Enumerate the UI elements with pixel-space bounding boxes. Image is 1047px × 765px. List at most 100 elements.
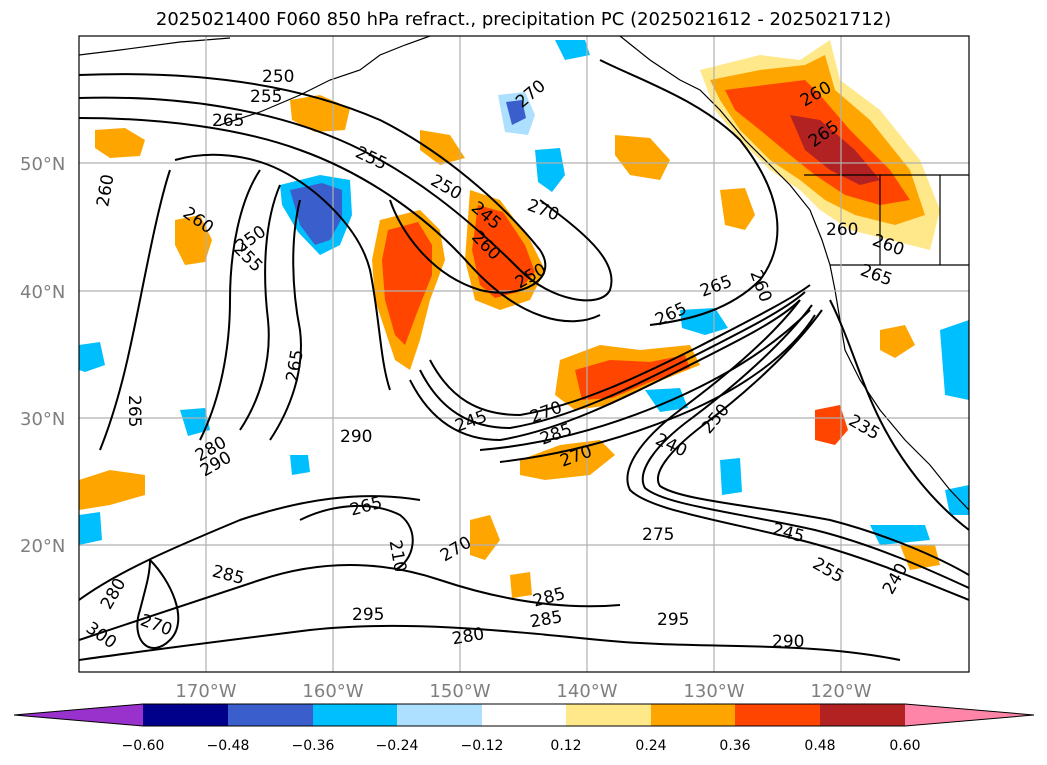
contour-jet-2 — [419, 291, 806, 430]
precip-pos-small-7 — [79, 470, 145, 510]
colorbar-tick-8: 0.48 — [804, 738, 835, 754]
precip-pos-small-4 — [615, 135, 670, 180]
colorbar-tick-1: −0.48 — [207, 738, 250, 754]
precip-neg-14 — [290, 455, 310, 475]
precip-pos-small-12 — [510, 572, 532, 598]
contour-south-1 — [626, 299, 969, 601]
contour-arc-1 — [599, 59, 779, 326]
precip-pos-small-11 — [900, 545, 940, 570]
colorbar-segment-9 — [820, 704, 905, 726]
colorbar-segment-2 — [228, 704, 313, 726]
precip-pos-small-5 — [720, 188, 755, 230]
colorbar-segment-6 — [566, 704, 651, 726]
lon-label-160w: 160°W — [302, 681, 363, 702]
contour-loop-1 — [136, 559, 180, 650]
precip-neg-8 — [645, 388, 688, 412]
clabel-16: 260 — [826, 220, 858, 240]
colorbar-extend-high — [905, 704, 1034, 726]
clabel-2: 265 — [212, 111, 244, 131]
precip-pos-central-2 — [382, 222, 432, 345]
lat-label-30: 30°N — [20, 409, 65, 430]
precip-neg-1b — [290, 183, 342, 245]
colorbar-tick-6: 0.24 — [635, 738, 666, 754]
clabel-44: 295 — [657, 610, 689, 630]
precip-neg-10 — [870, 525, 930, 545]
lon-label-170w: 170°W — [175, 681, 236, 702]
longitude-labels: 170°W 160°W 150°W 140°W 130°W 120°W — [175, 681, 871, 702]
colorbar-segment-8 — [735, 704, 820, 726]
coastlines — [79, 36, 969, 511]
precip-neg-7 — [680, 308, 728, 335]
colorbar-segment-4 — [397, 704, 482, 726]
clabel-20: 265 — [124, 395, 144, 427]
contour-2 — [79, 96, 613, 302]
precip-pos-small-10 — [880, 325, 915, 358]
precip-neg-11 — [945, 485, 969, 515]
precip-neg-12 — [79, 512, 102, 545]
colorbar-tick-0: −0.60 — [122, 738, 165, 754]
lon-label-120w: 120°W — [810, 681, 871, 702]
precip-neg-3 — [535, 148, 565, 192]
contour-8 — [99, 169, 171, 451]
clabel-1: 255 — [250, 87, 282, 107]
contour-south-2 — [641, 304, 969, 589]
contour-sub-4 — [299, 505, 414, 571]
coast-aleutians — [79, 37, 231, 56]
contour-jet-1 — [409, 299, 801, 442]
contour-jet-3 — [429, 284, 811, 417]
lon-label-150w: 150°W — [429, 681, 490, 702]
contour-jet-5 — [499, 314, 816, 463]
colorbar-segment-1 — [143, 704, 228, 726]
contour-6 — [239, 184, 281, 431]
contour-sub-3 — [79, 624, 901, 661]
lon-label-130w: 130°W — [683, 681, 744, 702]
colorbar-segment-7 — [651, 704, 735, 726]
colorbar-extend-low — [14, 704, 143, 726]
contour-jet-4 — [479, 309, 811, 451]
colorbar-tick-4: −0.12 — [461, 738, 504, 754]
lat-label-20: 20°N — [20, 536, 65, 557]
precip-pos-central-4 — [472, 205, 535, 298]
precip-pos-nw-4 — [790, 115, 880, 185]
contour-sub-1 — [79, 495, 421, 601]
colorbar: −0.60 −0.48 −0.36 −0.24 −0.12 0.12 0.24 … — [13, 703, 1035, 754]
contour-3 — [79, 117, 601, 323]
clabel-40: 295 — [352, 605, 384, 625]
colorbar-segment-3 — [313, 704, 397, 726]
precip-pos-small-9 — [470, 515, 500, 560]
precip-neg-4 — [555, 40, 590, 60]
precip-pos-small-2 — [175, 215, 212, 265]
precip-neg-5 — [940, 320, 969, 400]
coast-north-america — [619, 36, 969, 511]
precip-pos-sub — [520, 440, 615, 480]
contour-sub-2 — [79, 564, 621, 641]
precip-neg-2b — [506, 100, 526, 125]
refractivity-contours — [79, 59, 969, 661]
border-states-vertical — [879, 175, 941, 265]
contour-south-4 — [829, 299, 969, 531]
precip-pos-small-6 — [815, 405, 848, 445]
colorbar-segment-5 — [482, 704, 566, 726]
clabel-45: 290 — [772, 632, 804, 652]
contour-1 — [79, 73, 547, 294]
colorbar-tick-9: 0.60 — [889, 738, 920, 754]
clabel-34: 275 — [642, 525, 674, 545]
precip-pos-small-1 — [290, 95, 350, 132]
map-title: 2025021400 F060 850 hPa refract., precip… — [155, 9, 892, 30]
precip-neg-9 — [180, 408, 210, 436]
colorbar-tick-3: −0.24 — [376, 738, 419, 754]
contour-5 — [199, 169, 261, 441]
plot-border — [78, 35, 970, 673]
coast-alaska-peninsula — [219, 36, 431, 126]
precip-neg-13 — [720, 458, 742, 495]
lon-label-140w: 140°W — [556, 681, 617, 702]
contour-4 — [174, 153, 391, 391]
precip-pos-small-8 — [95, 128, 145, 158]
colorbar-tick-7: 0.36 — [719, 738, 750, 754]
precip-neg-6 — [79, 342, 105, 372]
lat-label-50: 50°N — [20, 154, 65, 175]
lat-label-40: 40°N — [20, 282, 65, 303]
latitude-labels: 50°N 40°N 30°N 20°N — [20, 154, 65, 557]
precip-pos-small-3 — [420, 130, 465, 165]
